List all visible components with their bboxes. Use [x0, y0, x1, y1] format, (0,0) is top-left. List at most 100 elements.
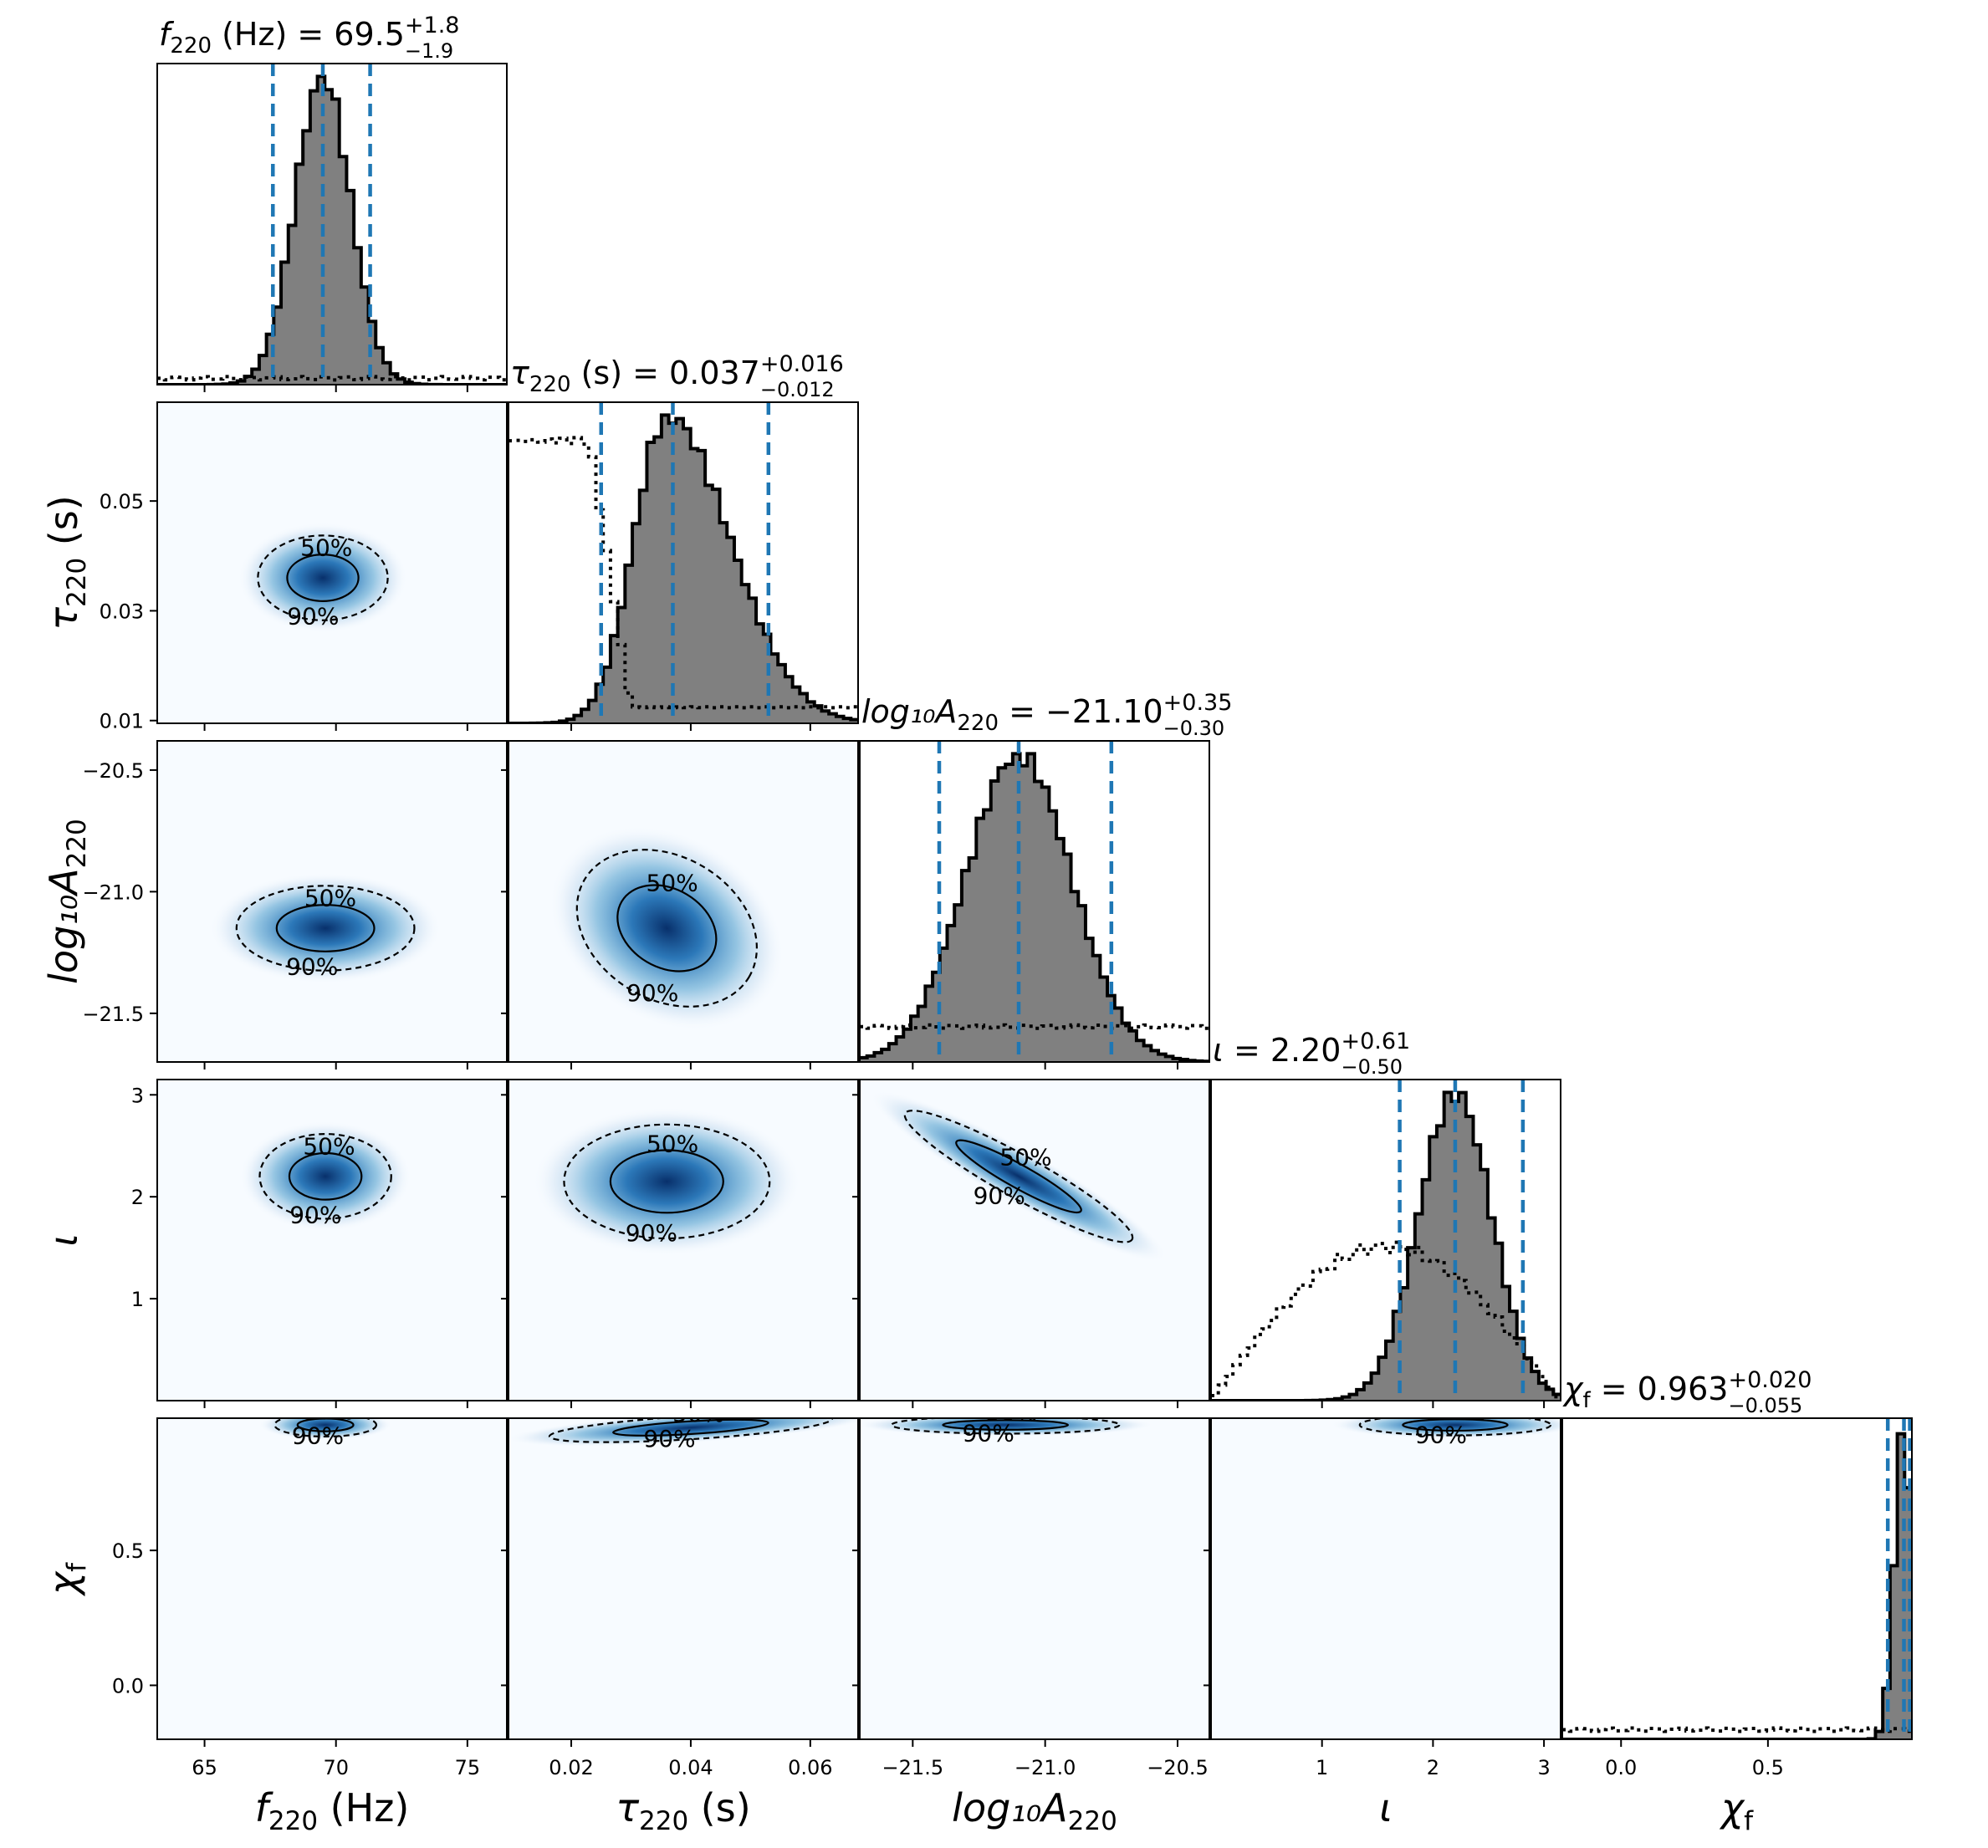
panel-frame: [1561, 1417, 1913, 1740]
panel-title-tau220: τ220 (s) = 0.037+0.016: [510, 351, 844, 397]
prior-hist: [1211, 1240, 1561, 1399]
panel-logA220-hist: [859, 740, 1210, 1069]
x-tick-label: 75: [455, 1756, 481, 1779]
density-cloud: [508, 1418, 858, 1447]
y-tick-label: 0.5: [112, 1539, 144, 1563]
density-cloud: [238, 523, 408, 634]
panel-frame: [508, 1417, 859, 1740]
x-tick-label: −21.0: [1014, 1756, 1076, 1779]
contour-50: [612, 1418, 769, 1437]
contour-label-50: 50%: [304, 885, 356, 912]
contour-label-50: 50%: [302, 1397, 354, 1425]
panel-f220-chif: 50%90%: [150, 1397, 508, 1747]
panel-frame: [156, 740, 508, 1063]
panel-frame: [859, 1079, 1210, 1401]
y-axis-label-logA220: log₁₀A220: [41, 819, 92, 984]
y-tick-label: −21.5: [82, 1003, 144, 1026]
panel-frame: [859, 1417, 1210, 1740]
x-axis-label-iota: ι: [1379, 1785, 1393, 1830]
posterior-hist-fill: [1211, 1092, 1561, 1401]
contour-50: [609, 1149, 724, 1214]
panel-tau220-hist: [508, 401, 859, 731]
x-tick-label: 0.06: [788, 1756, 832, 1779]
x-axis-label-logA220: log₁₀A220: [952, 1785, 1117, 1836]
y-tick-label: 0.05: [100, 490, 144, 513]
panel-frame: [1210, 1079, 1561, 1401]
panel-f220-hist: [156, 63, 508, 392]
contour-label-90: 90%: [974, 1182, 1025, 1210]
panel-frame: [156, 401, 508, 724]
panel-title-chif: χf = 0.963+0.020: [1562, 1367, 1812, 1413]
contour-90: [273, 1418, 378, 1438]
contour-label-50: 50%: [646, 869, 698, 896]
y-axis-label-tau220: τ220 (s): [41, 495, 92, 630]
posterior-hist-outline: [508, 413, 858, 723]
y-tick-label: 0.03: [100, 600, 144, 623]
contour-90: [890, 1418, 1121, 1435]
contour-90: [257, 534, 389, 621]
contour-50: [288, 1151, 363, 1201]
y-tick-label: −20.5: [82, 759, 144, 783]
y-tick-label: 2: [131, 1186, 144, 1209]
panel-tau220-logA220: 50% 90%: [501, 740, 859, 1069]
contour-50: [286, 554, 360, 602]
x-tick-label: 1: [1316, 1756, 1328, 1779]
posterior-hist-outline: [1562, 1432, 1912, 1739]
contour-90: [563, 1123, 771, 1240]
contour-50: [955, 1139, 1082, 1214]
panel-f220-tau220: 50% 90%: [150, 401, 508, 731]
panel-iota-chif: 50%90%: [1204, 1398, 1561, 1747]
contour-label-90: 90%: [643, 1425, 695, 1452]
panel-title-lower-chif: −0.055: [1728, 1394, 1802, 1417]
density-background: [508, 1418, 858, 1739]
contour-90: [235, 885, 416, 972]
density-cloud: [239, 1121, 411, 1232]
y-tick-label: −21.0: [82, 881, 144, 904]
density-background: [157, 1418, 507, 1739]
contour-label-50: 50%: [646, 1130, 698, 1157]
contour-90: [575, 849, 758, 1008]
y-tick-label: 0.0: [112, 1674, 144, 1697]
contour-label-90: 90%: [626, 1219, 677, 1247]
contour-label-90: 90%: [286, 953, 338, 981]
panel-title-lower-f220: −1.9: [405, 39, 453, 63]
contour-label-50: 50%: [672, 1400, 724, 1427]
y-tick-label: 1: [131, 1288, 144, 1311]
contour-label-50: 50%: [1434, 1398, 1486, 1426]
posterior-hist-fill: [157, 76, 507, 385]
panel-tau220-iota: 50% 90%: [501, 1079, 859, 1408]
contour-90: [1358, 1418, 1552, 1437]
x-tick-label: 3: [1537, 1756, 1550, 1779]
contour-50: [942, 1419, 1070, 1431]
y-axis-label-chif: χf: [41, 1562, 92, 1597]
panel-title-logA220: log₁₀A220 = −21.10+0.35: [861, 690, 1232, 736]
contour-label-50: 50%: [986, 1399, 1038, 1427]
x-tick-label: 0.04: [668, 1756, 713, 1779]
contour-label-50: 50%: [999, 1144, 1051, 1172]
contour-label-90: 90%: [963, 1419, 1014, 1447]
panel-f220-iota: 50% 90%: [150, 1079, 508, 1408]
contour-label-90: 90%: [626, 979, 678, 1007]
y-tick-label: 3: [131, 1084, 144, 1107]
posterior-hist-outline: [860, 752, 1209, 1062]
x-tick-label: 0.5: [1752, 1756, 1784, 1779]
contour-label-90: 90%: [287, 603, 339, 630]
contour-50: [616, 884, 718, 972]
panel-chif-hist: [1561, 1417, 1913, 1747]
x-tick-label: −20.5: [1147, 1756, 1209, 1779]
contour-label-50: 50%: [300, 534, 352, 562]
density-cloud: [870, 1090, 1168, 1263]
contour-label-90: 90%: [292, 1422, 344, 1450]
contour-90: [903, 1110, 1134, 1243]
panel-title-lower-iota: −0.50: [1341, 1055, 1403, 1079]
x-tick-label: −21.5: [882, 1756, 944, 1779]
contour-label-90: 90%: [1415, 1421, 1467, 1448]
density-background: [1211, 1418, 1561, 1739]
y-axis-label-iota: ι: [41, 1233, 86, 1247]
panel-frame: [156, 1079, 508, 1401]
posterior-hist-fill: [1562, 1433, 1912, 1739]
panel-logA220-chif: 50%90%: [852, 1399, 1210, 1747]
x-tick-label: 2: [1427, 1756, 1439, 1779]
density-background: [860, 1418, 1209, 1739]
panel-frame: [508, 1079, 859, 1401]
